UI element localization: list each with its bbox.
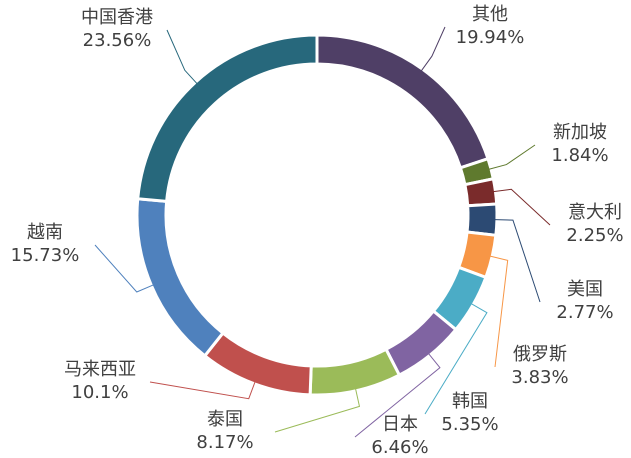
leader-line	[420, 26, 446, 72]
value-label: 1.84%	[551, 145, 608, 166]
donut-slice	[463, 177, 499, 208]
leader-line	[149, 381, 256, 400]
leader-line	[274, 388, 361, 433]
category-label: 马来西亚	[64, 359, 136, 380]
leader-line	[488, 144, 536, 170]
leader-line	[94, 244, 154, 293]
category-label: 韩国	[452, 391, 488, 412]
donut-slice	[308, 347, 402, 397]
leader-line	[354, 353, 441, 438]
donut-slice	[135, 197, 225, 358]
donut-slice	[315, 33, 490, 170]
leader-line	[490, 255, 509, 368]
donut-slice	[136, 33, 319, 203]
donut-slice	[384, 308, 458, 378]
leader-line	[494, 219, 541, 303]
value-label: 6.46%	[371, 437, 428, 458]
value-label: 19.94%	[456, 27, 525, 48]
value-label: 8.17%	[196, 432, 253, 453]
category-label: 意大利	[568, 202, 622, 223]
category-label: 日本	[382, 414, 418, 435]
leader-line	[493, 188, 551, 226]
leader-line	[166, 29, 198, 84]
category-label: 越南	[27, 222, 63, 243]
leader-line	[424, 303, 488, 415]
donut-slice	[465, 202, 499, 237]
value-label: 2.77%	[556, 302, 613, 323]
value-label: 15.73%	[11, 245, 80, 266]
category-label: 中国香港	[81, 7, 153, 28]
value-label: 10.1%	[71, 382, 128, 403]
category-label: 美国	[567, 279, 603, 300]
value-label: 5.35%	[441, 414, 498, 435]
value-label: 23.56%	[83, 30, 152, 51]
category-label: 俄罗斯	[513, 344, 567, 365]
value-label: 3.83%	[511, 367, 568, 388]
value-label: 2.25%	[566, 225, 623, 246]
category-label: 新加坡	[553, 122, 607, 143]
category-label: 泰国	[207, 409, 243, 430]
category-label: 其他	[472, 4, 508, 25]
donut-slice	[202, 330, 313, 397]
